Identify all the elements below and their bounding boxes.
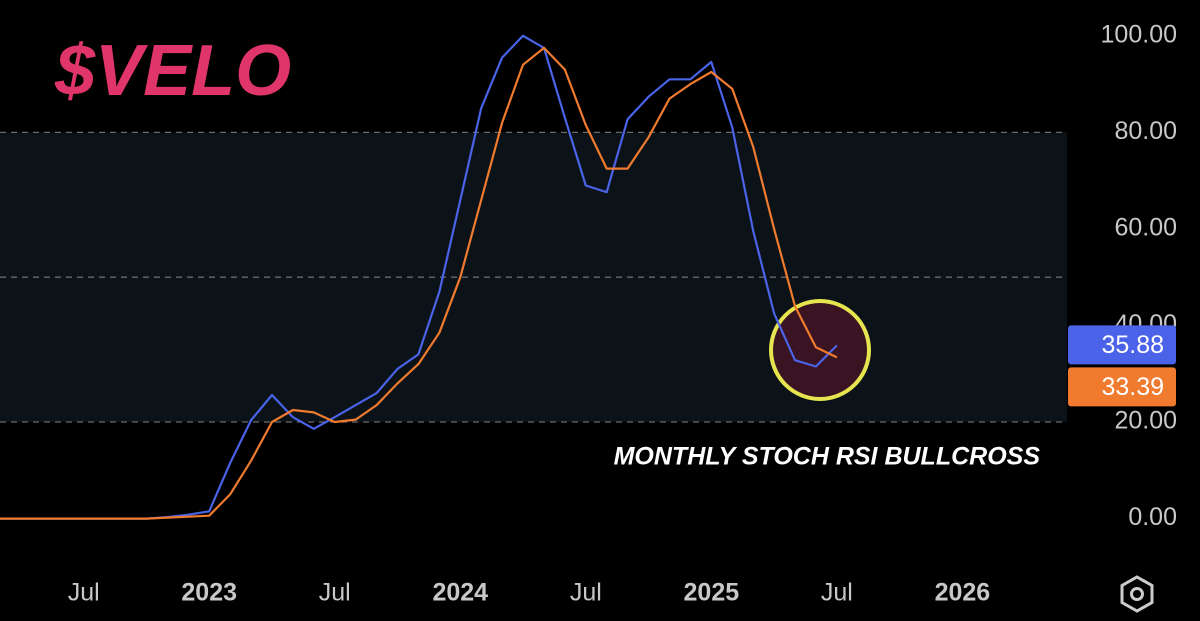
x-tick-label: 2026	[935, 579, 991, 607]
x-tick-label: 2025	[684, 579, 740, 607]
last-value-label: 33.39	[1101, 373, 1164, 401]
y-tick-label: 0.00	[1128, 503, 1177, 531]
chart-title: $VELO	[54, 31, 291, 111]
last-value-label: 35.88	[1101, 331, 1164, 359]
last-value-box	[1068, 325, 1176, 365]
annotation: MONTHLY STOCH RSI BULLCROSS	[614, 443, 1041, 471]
y-tick-label: 20.00	[1114, 407, 1177, 435]
last-value-box	[1068, 367, 1176, 407]
x-tick-label: Jul	[821, 579, 853, 607]
x-tick-label: 2024	[432, 579, 488, 607]
y-tick-label: 100.00	[1101, 20, 1177, 48]
plot-background	[0, 131, 1067, 423]
x-tick-label: Jul	[570, 579, 602, 607]
settings-button[interactable]	[1120, 575, 1154, 613]
x-tick-label: Jul	[319, 579, 351, 607]
y-tick-label: 60.00	[1114, 214, 1177, 242]
y-tick-label: 80.00	[1114, 117, 1177, 145]
x-tick-label: 2023	[181, 579, 237, 607]
series-line	[0, 46, 838, 520]
plot	[0, 34, 838, 520]
x-tick-label: Jul	[68, 579, 100, 607]
